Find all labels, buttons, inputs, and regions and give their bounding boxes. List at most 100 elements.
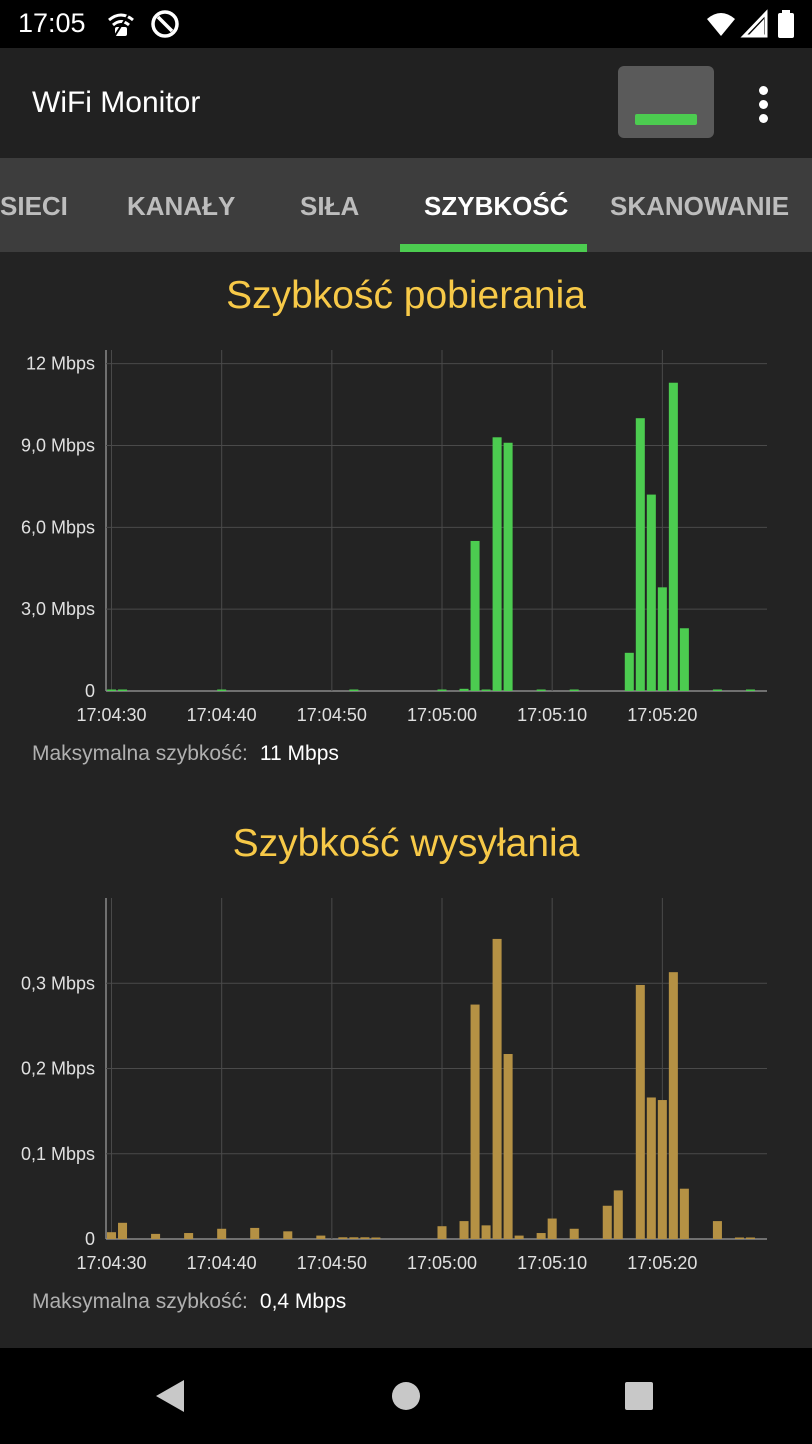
signal-indicator-button[interactable] xyxy=(618,66,714,138)
chart-bar xyxy=(470,540,480,691)
status-bar: 17:05 xyxy=(0,0,812,48)
chart-bar xyxy=(547,1218,557,1239)
x-tick-label: 17:05:00 xyxy=(407,705,477,725)
chart-bar xyxy=(371,1237,381,1239)
chart-bar xyxy=(569,1228,579,1239)
chart-bar xyxy=(481,1225,491,1239)
y-tick-label: 0 xyxy=(85,1229,95,1249)
cell-signal-icon xyxy=(740,9,768,38)
chart-bar xyxy=(668,382,678,691)
x-tick-label: 17:05:00 xyxy=(407,1253,477,1273)
tab-bar: SIECI KANAŁY SIŁA SZYBKOŚĆ SKANOWANIE xyxy=(0,158,812,252)
status-time: 17:05 xyxy=(18,8,86,38)
y-tick-label: 6,0 Mbps xyxy=(21,517,95,537)
y-tick-label: 12 Mbps xyxy=(26,354,95,374)
upload-max-value: 0,4 Mbps xyxy=(259,1290,347,1313)
chart-bar xyxy=(646,494,656,691)
x-tick-label: 17:04:50 xyxy=(297,1253,367,1273)
chart-bar xyxy=(118,689,128,691)
chart-bar xyxy=(217,689,227,691)
chart-bar xyxy=(745,689,755,691)
back-icon[interactable] xyxy=(152,1378,188,1414)
x-tick-label: 17:04:30 xyxy=(76,1253,146,1273)
chart-bar xyxy=(613,1190,623,1239)
chart-bar xyxy=(459,1221,469,1239)
tab-sila[interactable]: SIŁA xyxy=(300,191,360,221)
chart-bar xyxy=(679,1188,689,1239)
chart-bar xyxy=(635,418,645,691)
chart-bar xyxy=(624,652,634,691)
active-tab-indicator xyxy=(400,244,587,252)
tab-kanaly[interactable]: KANAŁY xyxy=(127,191,236,221)
chart-bar xyxy=(470,1004,480,1239)
chart-bar xyxy=(349,1237,359,1239)
chart-bar xyxy=(635,984,645,1239)
wifi-privacy-icon xyxy=(108,13,134,38)
chart-bar xyxy=(503,442,513,691)
x-tick-label: 17:05:20 xyxy=(627,705,697,725)
no-disturb-icon xyxy=(151,10,179,38)
y-tick-label: 0,1 Mbps xyxy=(21,1144,95,1164)
chart-bar xyxy=(437,1226,447,1239)
x-tick-label: 17:04:50 xyxy=(297,705,367,725)
x-tick-label: 17:05:20 xyxy=(627,1253,697,1273)
y-tick-label: 0 xyxy=(85,681,95,701)
chart-bar xyxy=(316,1235,326,1239)
y-tick-label: 0,2 Mbps xyxy=(21,1059,95,1079)
chart-bar xyxy=(492,938,502,1239)
chart-bar xyxy=(514,1235,524,1239)
x-tick-label: 17:04:30 xyxy=(76,705,146,725)
upload-chart-title: Szybkość wysyłania xyxy=(232,822,580,865)
tab-skanowanie[interactable]: SKANOWANIE xyxy=(610,191,790,221)
chart-bar xyxy=(657,587,667,691)
recents-icon[interactable] xyxy=(624,1381,654,1411)
chart-bar xyxy=(734,1237,744,1239)
y-tick-label: 3,0 Mbps xyxy=(21,599,95,619)
upload-chart: 0 0,1 Mbps 0,2 Mbps 0,3 Mbps 17:04:30 17:04:4… xyxy=(21,898,767,1273)
chart-bar xyxy=(602,1205,612,1239)
chart-bar xyxy=(118,1222,128,1239)
chart-bar xyxy=(217,1228,227,1239)
chart-bar xyxy=(679,628,689,691)
chart-bar xyxy=(492,437,502,691)
chart-bar xyxy=(668,972,678,1239)
chart-bar xyxy=(338,1237,348,1239)
y-tick-label: 9,0 Mbps xyxy=(21,435,95,455)
chart-bar xyxy=(536,689,546,691)
download-max-speed: Maksymalna szybkość: 11 Mbps xyxy=(32,742,339,766)
chart-bar xyxy=(437,689,447,691)
home-icon[interactable] xyxy=(390,1380,422,1412)
chart-bar xyxy=(349,689,359,691)
chart-bar xyxy=(503,1054,513,1239)
chart-bar xyxy=(459,688,469,691)
x-tick-label: 17:04:40 xyxy=(187,1253,257,1273)
chart-bar xyxy=(745,1237,755,1239)
x-tick-label: 17:05:10 xyxy=(517,705,587,725)
chart-bar xyxy=(712,689,722,691)
download-chart: 0 3,0 Mbps 6,0 Mbps 9,0 Mbps 12 Mbps 17:04:30… xyxy=(21,350,767,725)
wifi-signal-icon xyxy=(707,13,735,36)
chart-bar xyxy=(569,689,579,691)
tab-szybkosc[interactable]: SZYBKOŚĆ xyxy=(424,191,569,221)
download-chart-title: Szybkość pobierania xyxy=(226,274,586,317)
chart-bar xyxy=(536,1233,546,1239)
chart-bar xyxy=(481,689,491,691)
x-tick-label: 17:05:10 xyxy=(517,1253,587,1273)
tab-sieci[interactable]: SIECI xyxy=(0,191,68,221)
chart-bar xyxy=(107,689,117,691)
app-title: WiFi Monitor xyxy=(32,86,201,119)
x-tick-label: 17:04:40 xyxy=(187,705,257,725)
navigation-bar xyxy=(0,1348,812,1444)
chart-bar xyxy=(151,1233,161,1239)
upload-max-speed: Maksymalna szybkość: 0,4 Mbps xyxy=(32,1290,346,1314)
download-max-label: Maksymalna szybkość: xyxy=(32,742,248,765)
chart-bar xyxy=(250,1227,260,1239)
chart-bar xyxy=(646,1097,656,1239)
chart-bar xyxy=(712,1221,722,1239)
app-bar: WiFi Monitor xyxy=(0,48,812,158)
upload-max-label: Maksymalna szybkość: xyxy=(32,1290,248,1313)
chart-bar xyxy=(360,1237,370,1239)
chart-bar xyxy=(107,1232,117,1239)
chart-bar xyxy=(657,1100,667,1239)
more-vert-icon[interactable] xyxy=(744,82,784,128)
